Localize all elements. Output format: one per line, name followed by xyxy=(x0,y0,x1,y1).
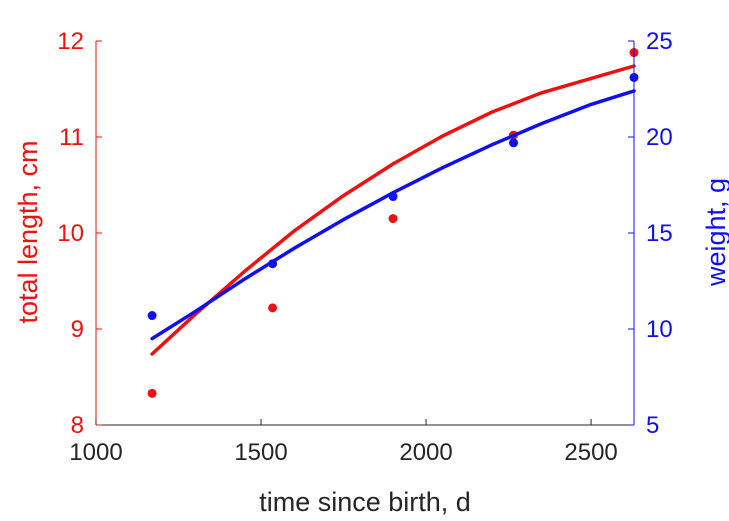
y-right-tick-label-4: 25 xyxy=(646,28,673,55)
y-right-axis-label: weight, g xyxy=(701,178,729,287)
y-left-tick-label-0: 8 xyxy=(71,412,84,439)
series-right-data-point-1 xyxy=(268,259,278,269)
series-right-data-point-0 xyxy=(147,311,157,321)
y-left-axis-label: total length, cm xyxy=(13,140,43,323)
x-tick-label-2: 2000 xyxy=(399,439,452,466)
series-right-data-point-3 xyxy=(509,138,519,148)
y-left-tick-label-4: 12 xyxy=(57,28,84,55)
series-left-fit-line xyxy=(150,64,636,356)
y-right-tick-label-1: 10 xyxy=(646,316,673,343)
series-group xyxy=(147,48,639,398)
y-right-tick-label-2: 15 xyxy=(646,220,673,247)
y-left-tick-label-3: 11 xyxy=(59,124,84,151)
series-left-data-point-2 xyxy=(388,214,398,224)
series-right-data-point-2 xyxy=(388,192,398,202)
series-left-data-point-1 xyxy=(268,303,278,313)
x-tick-label-0: 1000 xyxy=(69,439,122,466)
x-tick-label-1: 1500 xyxy=(234,439,287,466)
y-left-tick-label-2: 10 xyxy=(57,220,84,247)
x-tick-label-3: 2500 xyxy=(564,439,617,466)
y-left-tick-label-1: 9 xyxy=(71,316,84,343)
y-right-tick-label-0: 5 xyxy=(646,412,659,439)
plot-area xyxy=(147,48,639,398)
axes: 1000 1500 2000 2500 8 9 10 11 12 5 10 15 20 25 xyxy=(57,28,672,466)
series-left-data-point-0 xyxy=(147,388,157,398)
x-axis-label: time since birth, d xyxy=(259,487,471,517)
y-right-tick-label-3: 20 xyxy=(646,124,673,151)
